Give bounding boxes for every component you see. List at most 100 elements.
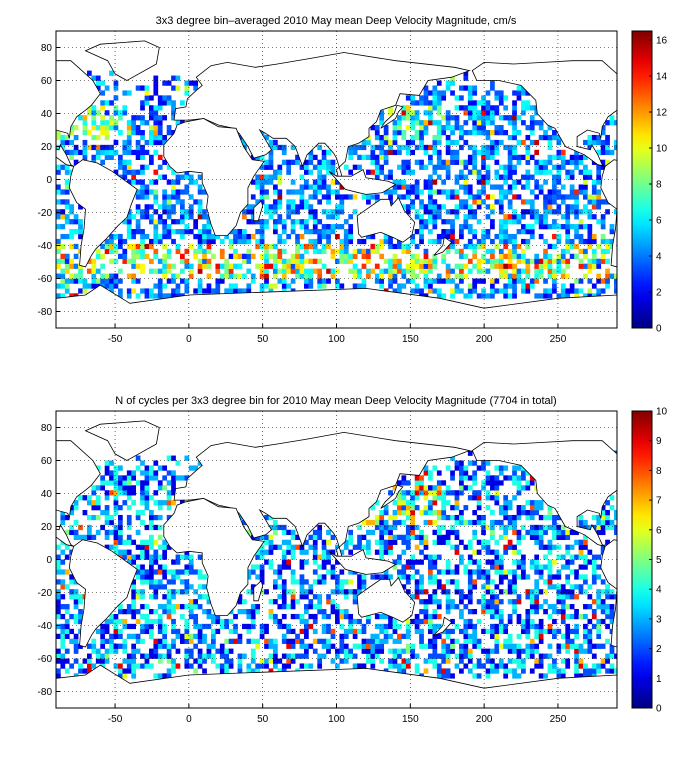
data-cell [321, 283, 327, 289]
data-cell [357, 154, 362, 160]
data-cell [166, 248, 172, 255]
data-cell [472, 519, 478, 526]
data-cell [463, 475, 469, 481]
data-cell [140, 105, 145, 111]
data-cell [317, 653, 323, 659]
data-cell [246, 569, 252, 575]
data-cell [286, 164, 292, 170]
data-cell [193, 668, 199, 674]
data-cell [556, 209, 562, 215]
data-cell [543, 209, 548, 215]
data-cell [304, 539, 309, 545]
data-cell [215, 613, 221, 620]
data-cell [521, 618, 526, 625]
data-cell [180, 579, 185, 585]
data-cell [197, 229, 203, 235]
data-cell [498, 524, 504, 531]
data-cell [467, 554, 473, 560]
data-cell [498, 623, 504, 630]
data-cell [197, 648, 203, 654]
data-cell [135, 633, 141, 639]
data-cell [405, 480, 411, 486]
data-cell [600, 278, 606, 284]
data-cell [135, 263, 141, 269]
data-cell [560, 524, 566, 531]
data-cell [494, 149, 500, 156]
data-cell [414, 283, 420, 289]
data-cell [246, 628, 252, 635]
data-cell [529, 534, 535, 540]
data-cell [135, 554, 141, 560]
data-cell [538, 534, 544, 540]
data-cell [144, 214, 150, 220]
data-cell [405, 510, 411, 516]
data-cell [591, 613, 597, 620]
data-cell [131, 470, 137, 476]
data-cell [304, 278, 309, 284]
data-cell [512, 169, 517, 175]
data-cell [171, 490, 176, 496]
data-cell [166, 229, 172, 235]
data-cell [60, 519, 66, 526]
data-cell [423, 539, 429, 545]
data-cell [521, 569, 526, 575]
data-cell [277, 544, 283, 550]
data-cell [224, 263, 230, 269]
data-cell [69, 125, 75, 131]
data-cell [188, 653, 194, 659]
data-cell [162, 115, 168, 121]
data-cell [388, 514, 393, 521]
data-cell [459, 475, 464, 481]
data-cell [140, 623, 145, 630]
data-cell [113, 283, 119, 289]
data-cell [304, 184, 309, 190]
data-cell [392, 179, 398, 185]
data-cell [419, 288, 424, 294]
data-cell [410, 505, 416, 511]
data-cell [405, 529, 411, 536]
data-cell [335, 653, 340, 659]
data-cell [290, 574, 296, 580]
data-cell [171, 475, 176, 481]
data-cell [162, 638, 168, 644]
data-cell [321, 243, 327, 250]
data-cell [436, 569, 442, 575]
data-cell [410, 524, 416, 531]
data-cell [454, 95, 460, 101]
data-cell [436, 134, 442, 141]
x-tick-label: 0 [186, 334, 192, 345]
data-cell [467, 85, 473, 91]
data-cell [264, 219, 269, 225]
data-cell [379, 613, 385, 620]
data-cell [144, 209, 150, 215]
data-cell [144, 628, 150, 635]
data-cell [100, 485, 106, 491]
data-cell [405, 564, 411, 570]
data-cell [295, 219, 300, 225]
data-cell [206, 599, 212, 605]
data-cell [578, 673, 584, 679]
data-cell [379, 510, 385, 516]
data-cell [149, 534, 154, 540]
data-cell [202, 209, 207, 215]
data-cell [423, 604, 429, 610]
data-cell [113, 233, 119, 240]
data-cell [60, 224, 66, 230]
data-cell [246, 268, 252, 274]
data-cell [441, 490, 447, 496]
data-cell [521, 574, 526, 580]
data-cell [299, 174, 305, 180]
data-cell [445, 643, 451, 649]
data-cell [290, 653, 296, 659]
data-cell [481, 95, 486, 101]
data-cell [100, 273, 106, 279]
data-cell [556, 673, 562, 679]
data-cell [450, 209, 455, 215]
data-cell [463, 564, 469, 570]
data-cell [614, 139, 617, 146]
data-cell [485, 604, 491, 610]
data-cell [494, 648, 500, 654]
data-cell [410, 169, 416, 175]
data-cell [472, 283, 478, 289]
data-cell [436, 149, 442, 156]
